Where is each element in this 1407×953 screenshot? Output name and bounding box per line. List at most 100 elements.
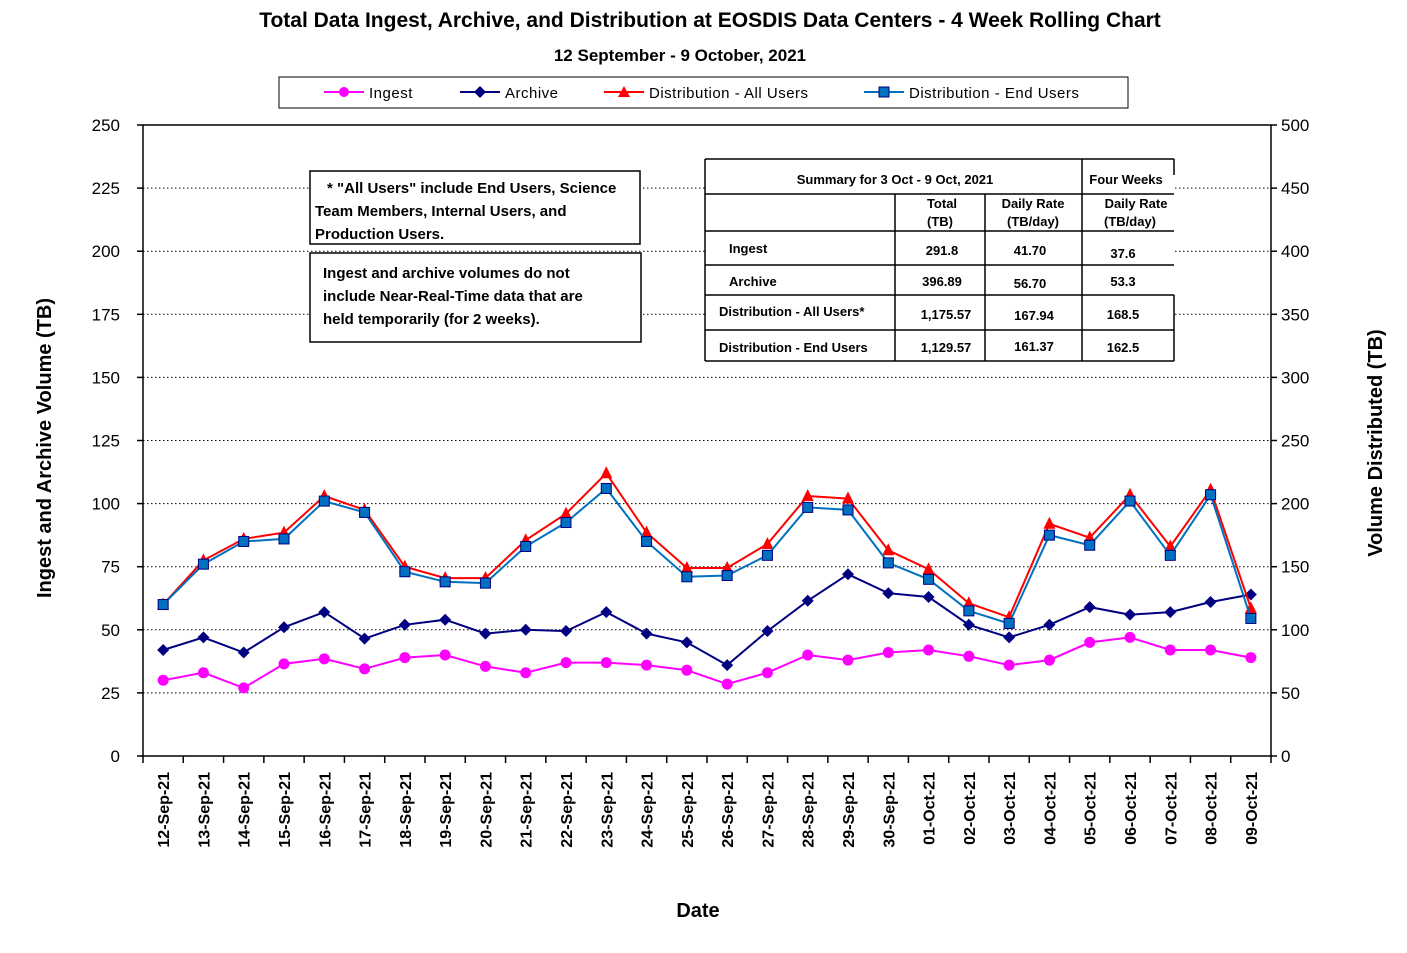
- data-point: [842, 491, 854, 504]
- data-point: [1043, 618, 1056, 631]
- series-line: [162, 471, 1252, 619]
- series-distribution-end-users: [157, 482, 1257, 629]
- data-point: [641, 535, 653, 547]
- x-tick-label: 02-Oct-21: [962, 772, 979, 845]
- series-line: [162, 487, 1252, 625]
- data-point: [962, 618, 975, 631]
- summary-row-total: 1,129.57: [921, 340, 972, 355]
- data-point: [278, 621, 290, 634]
- y-left-tick-label: 100: [92, 495, 120, 514]
- data-point: [761, 625, 774, 638]
- summary-row-label: Ingest: [729, 241, 768, 256]
- y-right-tick-label: 250: [1281, 432, 1309, 451]
- data-point: [479, 660, 491, 672]
- data-point: [963, 650, 975, 662]
- data-point: [519, 623, 532, 636]
- y-axis-right-label: Volume Distributed (TB): [1365, 329, 1387, 556]
- data-point: [1124, 608, 1136, 621]
- summary-col-total-1: Total: [927, 196, 957, 211]
- data-point: [399, 566, 411, 578]
- summary-row-label: Archive: [729, 274, 777, 289]
- summary-col-fw-1: Daily Rate: [1105, 196, 1168, 211]
- data-point: [923, 573, 935, 585]
- x-tick-label: 28-Sep-21: [801, 772, 818, 848]
- data-point: [157, 599, 169, 611]
- note-nrt: Ingest and archive volumes do not includ…: [309, 252, 642, 343]
- data-point: [721, 659, 734, 672]
- x-tick-label: 05-Oct-21: [1083, 772, 1100, 845]
- data-point: [761, 667, 773, 679]
- chart-title: Total Data Ingest, Archive, and Distribu…: [259, 9, 1161, 32]
- series-ingest: [157, 631, 1257, 694]
- legend-item-archive: Archive: [460, 85, 558, 102]
- x-tick-label: 18-Sep-21: [398, 772, 415, 848]
- data-point: [882, 647, 894, 659]
- data-point: [560, 625, 572, 638]
- legend-item-distribution-all: Distribution - All Users: [604, 85, 808, 102]
- data-point: [238, 682, 250, 694]
- data-point: [882, 543, 895, 556]
- y-left-tick-label: 75: [101, 558, 120, 577]
- y-right-tick-label: 350: [1281, 305, 1309, 324]
- data-point: [278, 533, 290, 545]
- summary-title: Summary for 3 Oct - 9 Oct, 2021: [797, 172, 994, 187]
- x-tick-label: 30-Sep-21: [881, 772, 898, 848]
- summary-row-fw: 37.6: [1110, 246, 1135, 261]
- data-point: [318, 495, 330, 507]
- data-point: [359, 506, 371, 518]
- x-tick-label: 17-Sep-21: [358, 772, 375, 848]
- data-point: [1124, 495, 1136, 507]
- data-point: [197, 667, 209, 679]
- data-point: [439, 576, 451, 588]
- data-point: [922, 562, 935, 575]
- summary-table: Summary for 3 Oct - 9 Oct, 2021 Four Wee…: [704, 158, 1175, 362]
- data-point: [197, 631, 210, 644]
- y-left-tick-label: 225: [92, 179, 120, 198]
- data-point: [681, 664, 693, 676]
- x-tick-label: 21-Sep-21: [519, 772, 536, 848]
- data-point: [560, 657, 572, 669]
- summary-row-total: 1,175.57: [921, 307, 972, 322]
- x-tick-label: 03-Oct-21: [1002, 772, 1019, 845]
- data-point: [801, 594, 814, 607]
- data-point: [1164, 644, 1176, 656]
- note-nrt-line3: held temporarily (for 2 weeks).: [323, 311, 540, 328]
- legend-label-ingest: Ingest: [369, 85, 413, 102]
- data-point: [882, 557, 894, 569]
- data-point: [1003, 617, 1015, 629]
- summary-row-total: 291.8: [926, 243, 959, 258]
- data-point: [802, 649, 814, 661]
- data-point: [1205, 644, 1217, 656]
- data-point: [1205, 489, 1217, 501]
- data-point: [318, 606, 331, 619]
- x-tick-label: 23-Sep-21: [599, 772, 616, 848]
- data-point: [721, 678, 733, 690]
- x-tick-label: 29-Sep-21: [841, 772, 858, 848]
- series: [157, 466, 1257, 694]
- axes: 0 0 25 50 50 100 75 150 100 200 125 250 150 300 175 350…: [92, 116, 1310, 848]
- data-point: [1245, 652, 1257, 664]
- x-tick-label: 12-Sep-21: [156, 772, 173, 848]
- data-point: [600, 657, 612, 669]
- x-tick-label: 19-Sep-21: [438, 772, 455, 848]
- legend-frame: [278, 76, 1129, 109]
- data-point: [238, 535, 250, 547]
- data-point: [802, 501, 814, 513]
- summary-col-rate-1: Daily Rate: [1002, 196, 1065, 211]
- y-right-tick-label: 450: [1281, 179, 1309, 198]
- legend: Ingest Archive Distribution - All Users …: [278, 76, 1129, 109]
- summary-col-rate-2: (TB/day): [1007, 214, 1059, 229]
- data-point: [641, 659, 653, 671]
- data-point: [1083, 601, 1096, 614]
- note-nrt-line2: include Near-Real-Time data that are: [323, 288, 583, 305]
- x-tick-label: 14-Sep-21: [237, 772, 254, 848]
- summary-row-rate: 167.94: [1014, 308, 1055, 323]
- data-point: [1164, 606, 1177, 619]
- y-right-tick-label: 0: [1281, 747, 1290, 766]
- data-point: [721, 560, 734, 573]
- data-point: [278, 658, 290, 670]
- data-point: [721, 570, 733, 582]
- data-point: [479, 627, 492, 640]
- data-point: [963, 605, 975, 617]
- summary-row-rate: 41.70: [1014, 243, 1047, 258]
